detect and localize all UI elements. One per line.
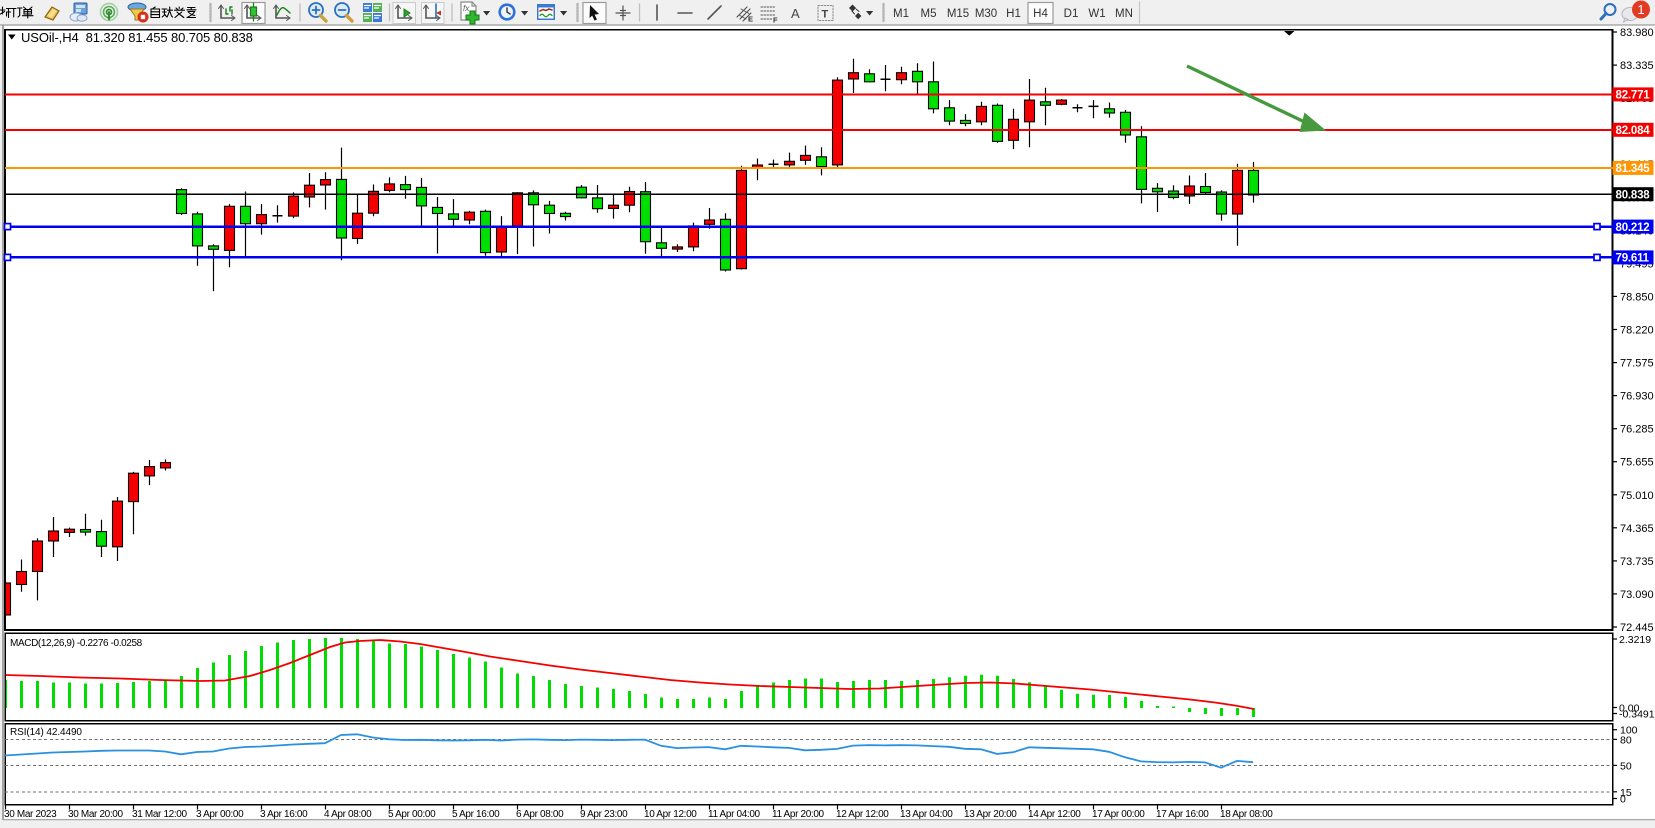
svg-text:2.3219: 2.3219 xyxy=(1619,634,1651,646)
svg-text:79.611: 79.611 xyxy=(1616,253,1650,265)
svg-text:80.838: 80.838 xyxy=(1616,189,1651,201)
svg-text:74.365: 74.365 xyxy=(1620,523,1654,535)
svg-text:4 Apr 08:00: 4 Apr 08:00 xyxy=(324,809,372,820)
svg-text:72.445: 72.445 xyxy=(1620,622,1654,634)
svg-text:A: A xyxy=(791,6,800,21)
svg-text:30 Mar 20:00: 30 Mar 20:00 xyxy=(68,809,124,820)
svg-text:31 Mar 12:00: 31 Mar 12:00 xyxy=(132,809,188,820)
svg-text:78.850: 78.850 xyxy=(1620,291,1654,303)
svg-text:11 Apr 20:00: 11 Apr 20:00 xyxy=(772,809,825,820)
svg-text:H1: H1 xyxy=(1006,8,1021,20)
svg-text:11 Apr 04:00: 11 Apr 04:00 xyxy=(708,809,761,820)
svg-text:73.735: 73.735 xyxy=(1620,556,1654,568)
svg-text:5 Apr 16:00: 5 Apr 16:00 xyxy=(452,809,500,820)
svg-text:82.771: 82.771 xyxy=(1616,90,1651,102)
svg-text:82.084: 82.084 xyxy=(1616,125,1651,137)
svg-text:15: 15 xyxy=(1620,787,1632,799)
svg-text:14 Apr 12:00: 14 Apr 12:00 xyxy=(1028,809,1081,820)
svg-text:T: T xyxy=(822,9,829,21)
svg-text:80.212: 80.212 xyxy=(1616,222,1650,234)
svg-text:fx: fx xyxy=(463,4,470,13)
svg-text:E: E xyxy=(748,15,753,24)
svg-text:13 Apr 04:00: 13 Apr 04:00 xyxy=(900,809,953,820)
svg-text:30 Mar 2023: 30 Mar 2023 xyxy=(4,809,57,820)
svg-text:77.575: 77.575 xyxy=(1620,358,1654,370)
svg-text:76.930: 76.930 xyxy=(1620,391,1654,403)
svg-text:3 Apr 16:00: 3 Apr 16:00 xyxy=(260,809,308,820)
svg-text:D1: D1 xyxy=(1064,8,1079,20)
svg-text:0: 0 xyxy=(1620,794,1626,806)
svg-text:76.285: 76.285 xyxy=(1620,424,1654,436)
svg-text:80: 80 xyxy=(1620,734,1632,746)
svg-text:USOil-,H4 81.320 81.455 80.70: USOil-,H4 81.320 81.455 80.705 80.838 xyxy=(21,30,253,45)
svg-text:RSI(14) 42.4490: RSI(14) 42.4490 xyxy=(10,727,82,738)
svg-text:W1: W1 xyxy=(1088,8,1105,20)
svg-text:75.655: 75.655 xyxy=(1620,457,1654,469)
svg-text:M1: M1 xyxy=(893,8,909,20)
svg-text:75.010: 75.010 xyxy=(1620,490,1654,502)
svg-text:17 Apr 00:00: 17 Apr 00:00 xyxy=(1092,809,1145,820)
svg-text:5 Apr 00:00: 5 Apr 00:00 xyxy=(388,809,436,820)
svg-text:100: 100 xyxy=(1620,725,1638,737)
svg-text:17 Apr 16:00: 17 Apr 16:00 xyxy=(1156,809,1209,820)
svg-text:83.980: 83.980 xyxy=(1620,27,1654,39)
svg-text:9 Apr 23:00: 9 Apr 23:00 xyxy=(580,809,628,820)
svg-text:M15: M15 xyxy=(947,8,969,20)
svg-text:MACD(12,26,9) -0.2276 -0.0258: MACD(12,26,9) -0.2276 -0.0258 xyxy=(10,638,143,649)
svg-text:MN: MN xyxy=(1115,8,1133,20)
svg-text:12 Apr 12:00: 12 Apr 12:00 xyxy=(836,809,889,820)
svg-text:18 Apr 08:00: 18 Apr 08:00 xyxy=(1220,809,1273,820)
svg-text:81.345: 81.345 xyxy=(1616,163,1651,175)
svg-text:1: 1 xyxy=(1637,2,1644,17)
svg-text:M30: M30 xyxy=(975,8,997,20)
svg-text:0.00: 0.00 xyxy=(1619,703,1640,715)
svg-text:83.335: 83.335 xyxy=(1620,60,1654,72)
svg-text:13 Apr 20:00: 13 Apr 20:00 xyxy=(964,809,1017,820)
svg-text:F: F xyxy=(773,16,778,25)
svg-text:73.090: 73.090 xyxy=(1620,589,1654,601)
svg-text:M5: M5 xyxy=(921,8,937,20)
svg-text:78.220: 78.220 xyxy=(1620,325,1654,337)
svg-text:50: 50 xyxy=(1620,760,1632,772)
svg-text:6 Apr 08:00: 6 Apr 08:00 xyxy=(516,809,564,820)
svg-text:10 Apr 12:00: 10 Apr 12:00 xyxy=(644,809,697,820)
svg-text:H4: H4 xyxy=(1033,8,1048,20)
svg-text:3 Apr 00:00: 3 Apr 00:00 xyxy=(196,809,244,820)
svg-text:-0.3491: -0.3491 xyxy=(1619,709,1655,721)
